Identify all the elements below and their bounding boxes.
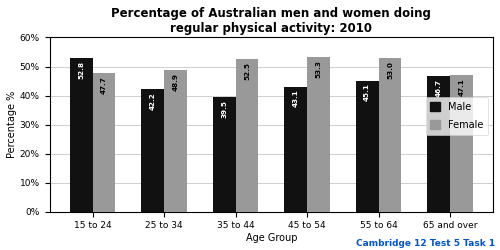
Bar bbox=[70, 58, 92, 212]
X-axis label: Age Group: Age Group bbox=[246, 233, 297, 243]
Text: 39.5: 39.5 bbox=[221, 100, 227, 118]
Bar bbox=[92, 73, 116, 211]
Text: 48.9: 48.9 bbox=[172, 72, 178, 90]
Text: 53.3: 53.3 bbox=[316, 60, 322, 78]
Bar bbox=[284, 86, 307, 212]
Text: 47.1: 47.1 bbox=[458, 78, 464, 96]
Bar bbox=[236, 59, 258, 212]
Bar bbox=[356, 81, 378, 211]
Text: 46.7: 46.7 bbox=[436, 79, 442, 97]
Bar bbox=[307, 57, 330, 212]
Text: 42.2: 42.2 bbox=[150, 92, 156, 110]
Bar bbox=[141, 89, 164, 212]
Bar bbox=[164, 70, 187, 212]
Text: Cambridge 12 Test 5 Task 1: Cambridge 12 Test 5 Task 1 bbox=[356, 238, 495, 248]
Text: 45.1: 45.1 bbox=[364, 84, 370, 102]
Bar bbox=[378, 58, 402, 212]
Text: 43.1: 43.1 bbox=[292, 90, 298, 107]
Text: 52.5: 52.5 bbox=[244, 62, 250, 80]
Bar bbox=[450, 75, 473, 212]
Text: 53.0: 53.0 bbox=[387, 61, 393, 78]
Legend: Male, Female: Male, Female bbox=[426, 97, 488, 134]
Bar bbox=[212, 97, 236, 212]
Text: 52.8: 52.8 bbox=[78, 61, 84, 79]
Text: 47.7: 47.7 bbox=[101, 76, 107, 94]
Title: Percentage of Australian men and women doing
regular physical activity: 2010: Percentage of Australian men and women d… bbox=[112, 7, 431, 35]
Y-axis label: Percentage %: Percentage % bbox=[7, 91, 17, 158]
Bar bbox=[427, 76, 450, 212]
